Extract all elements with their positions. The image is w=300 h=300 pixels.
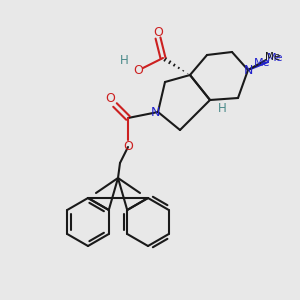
Text: O: O [153,26,163,38]
Text: O: O [133,64,143,76]
Text: Me: Me [266,52,280,62]
Text: N: N [243,64,253,76]
Text: O: O [105,92,115,106]
Text: O: O [123,140,133,154]
Text: H: H [218,101,226,115]
Text: N: N [150,106,160,118]
Text: Me: Me [254,58,270,68]
Text: H: H [120,53,128,67]
Text: Me: Me [267,53,283,63]
